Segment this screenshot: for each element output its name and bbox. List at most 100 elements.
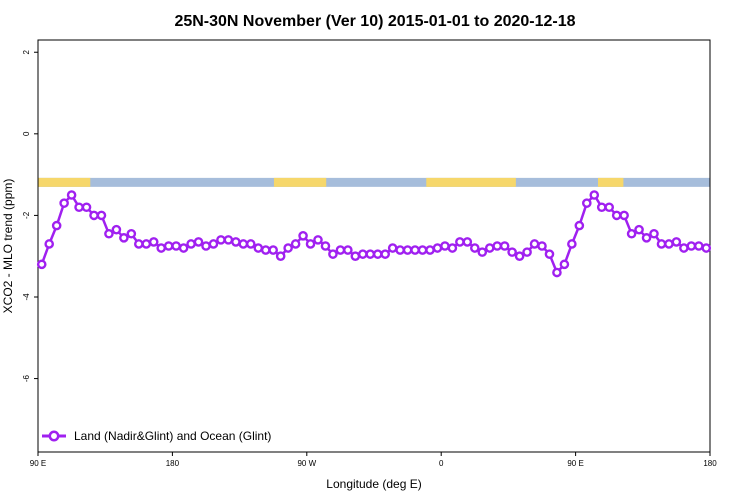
data-point bbox=[656, 239, 667, 249]
data-point bbox=[440, 241, 450, 251]
x-tick-label: 0 bbox=[439, 459, 444, 468]
data-point bbox=[231, 237, 241, 247]
data-point bbox=[223, 235, 234, 245]
data-point bbox=[604, 202, 615, 213]
x-tick-label: 180 bbox=[703, 459, 717, 468]
land-band-segment bbox=[38, 177, 91, 187]
data-point bbox=[679, 243, 689, 253]
data-point bbox=[425, 245, 435, 255]
data-point bbox=[320, 241, 331, 251]
data-point bbox=[417, 245, 428, 255]
data-point bbox=[447, 243, 458, 253]
x-tick-label: 90 W bbox=[297, 459, 316, 468]
data-point bbox=[216, 235, 226, 245]
x-tick-label: 90 E bbox=[567, 459, 583, 468]
data-point bbox=[574, 220, 585, 231]
y-tick-label: -4 bbox=[22, 293, 31, 301]
data-point bbox=[74, 202, 84, 213]
x-tick-label: 180 bbox=[166, 459, 180, 468]
data-point bbox=[469, 243, 480, 253]
ocean-band bbox=[38, 177, 710, 187]
land-band-segment bbox=[598, 177, 624, 187]
legend-label: Land (Nadir&Glint) and Ocean (Glint) bbox=[74, 429, 271, 443]
data-point bbox=[484, 243, 495, 253]
data-point bbox=[126, 228, 137, 239]
y-tick-label: 0 bbox=[22, 131, 31, 136]
data-point bbox=[283, 243, 293, 253]
data-point bbox=[44, 239, 55, 249]
data-point bbox=[156, 243, 166, 253]
data-point bbox=[664, 239, 674, 249]
data-point bbox=[582, 198, 592, 208]
y-axis-label: XCO2 - MLO trend (ppm) bbox=[1, 179, 15, 314]
data-point bbox=[298, 231, 308, 241]
data-point bbox=[208, 239, 219, 249]
data-point bbox=[357, 249, 368, 259]
data-point bbox=[380, 249, 391, 259]
data-point bbox=[402, 245, 413, 255]
y-tick-label: -6 bbox=[22, 374, 31, 382]
data-point bbox=[59, 198, 69, 208]
data-point bbox=[387, 243, 398, 253]
data-point bbox=[36, 259, 47, 270]
data-point bbox=[611, 210, 622, 221]
data-point bbox=[462, 237, 473, 247]
data-point bbox=[89, 210, 99, 221]
data-series bbox=[36, 190, 712, 278]
y-tick-label: -2 bbox=[22, 211, 31, 219]
data-point bbox=[268, 245, 279, 255]
chart-title: 25N-30N November (Ver 10) 2015-01-01 to … bbox=[174, 13, 575, 30]
data-point bbox=[365, 249, 376, 259]
data-point bbox=[290, 239, 301, 249]
data-point bbox=[133, 239, 144, 249]
data-point bbox=[432, 243, 443, 253]
data-point bbox=[245, 239, 256, 249]
data-point bbox=[641, 233, 652, 243]
data-point bbox=[148, 237, 159, 247]
data-point bbox=[567, 239, 577, 249]
data-point bbox=[66, 190, 77, 200]
data-point bbox=[178, 243, 189, 253]
land-band-segment bbox=[426, 177, 516, 187]
data-point bbox=[514, 251, 525, 261]
data-point bbox=[171, 241, 181, 251]
data-point bbox=[238, 239, 249, 249]
data-point bbox=[350, 251, 361, 261]
data-point bbox=[626, 228, 637, 239]
land-band-segment bbox=[273, 177, 327, 187]
data-point bbox=[275, 251, 286, 261]
data-point bbox=[395, 245, 405, 255]
data-point bbox=[686, 241, 697, 251]
data-point bbox=[537, 241, 547, 251]
x-axis-label: Longitude (deg E) bbox=[326, 477, 421, 491]
data-point bbox=[313, 235, 323, 245]
data-point bbox=[96, 210, 107, 221]
data-point bbox=[552, 267, 562, 278]
data-point bbox=[111, 224, 122, 235]
data-point bbox=[619, 210, 629, 221]
x-axis: 90 E 180 90 W 0 90 E 180 bbox=[30, 452, 717, 468]
data-point bbox=[671, 237, 682, 247]
data-point bbox=[596, 202, 607, 213]
data-point bbox=[694, 241, 704, 251]
data-point bbox=[193, 237, 204, 247]
data-point bbox=[305, 239, 316, 249]
data-point bbox=[477, 247, 488, 257]
legend-swatch-marker bbox=[48, 430, 60, 442]
data-point bbox=[328, 249, 338, 259]
y-tick-label: 2 bbox=[22, 49, 31, 54]
data-point bbox=[201, 241, 211, 251]
data-point bbox=[507, 247, 517, 257]
data-point bbox=[634, 224, 644, 235]
y-axis: -6 -4 -2 0 2 bbox=[22, 49, 38, 382]
data-point bbox=[343, 245, 353, 255]
data-point bbox=[253, 243, 264, 253]
data-point bbox=[51, 220, 62, 231]
data-point bbox=[544, 249, 555, 259]
data-point bbox=[492, 241, 503, 251]
data-point bbox=[119, 233, 129, 243]
data-point bbox=[522, 247, 532, 257]
data-point bbox=[260, 245, 271, 255]
data-point bbox=[141, 239, 152, 249]
